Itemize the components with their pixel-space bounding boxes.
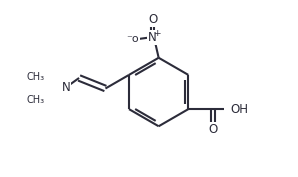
Text: +: + xyxy=(153,29,161,38)
Text: N: N xyxy=(62,81,70,94)
Text: CH₃: CH₃ xyxy=(27,72,45,82)
Text: O: O xyxy=(148,13,157,26)
Text: OH: OH xyxy=(230,103,249,116)
Text: O: O xyxy=(208,123,218,136)
Text: N: N xyxy=(148,31,157,44)
Text: ⁻o: ⁻o xyxy=(126,34,139,44)
Text: CH₃: CH₃ xyxy=(27,95,45,105)
